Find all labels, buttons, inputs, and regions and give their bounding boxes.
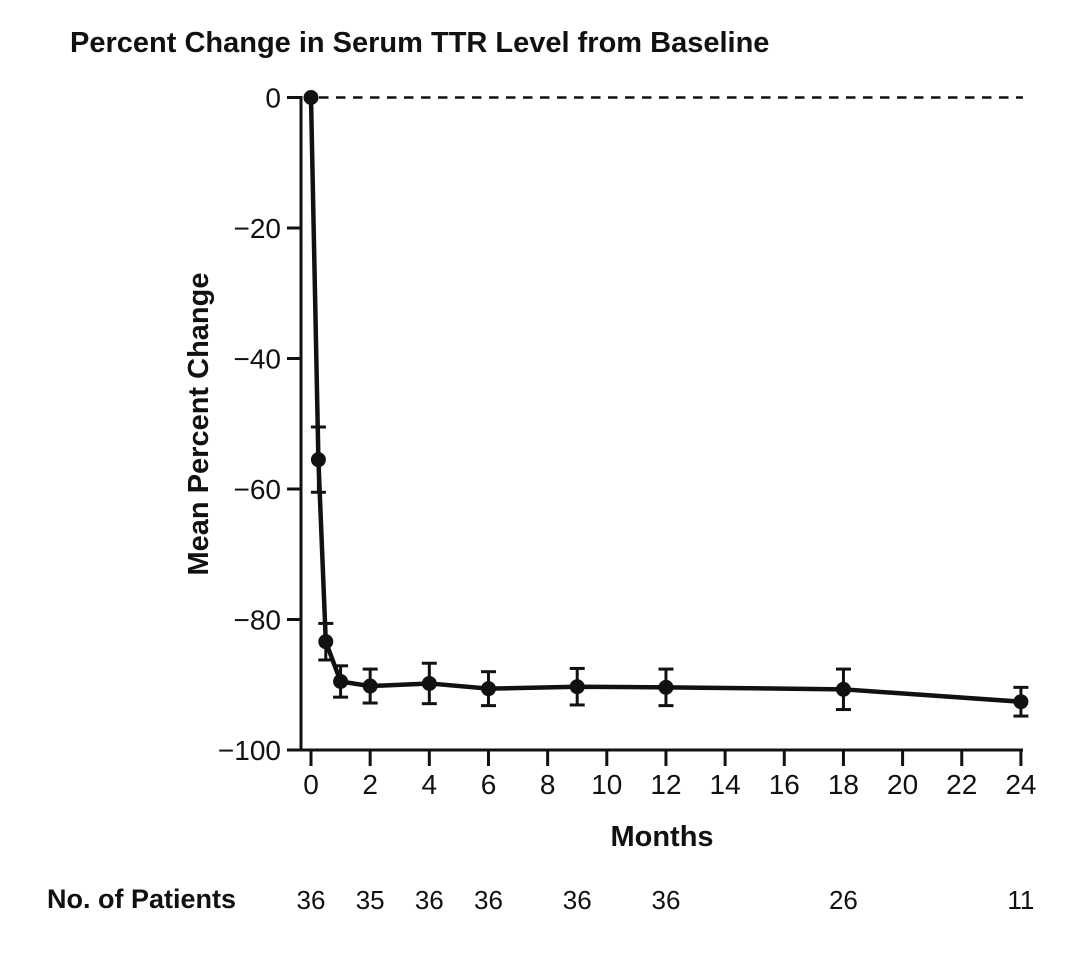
- y-axis-title: Mean Percent Change: [183, 273, 215, 576]
- data-point-markers: [303, 90, 1029, 710]
- patient-count: 26: [828, 885, 858, 915]
- figure-title: Percent Change in Serum TTR Level from B…: [70, 27, 770, 59]
- x-tick-label: 0: [303, 769, 319, 800]
- patient-count: 11: [1007, 885, 1035, 915]
- x-tick-label: 6: [481, 769, 497, 800]
- y-axis-ticks: 0 −20 −40 −60 −80 −100: [218, 83, 301, 766]
- y-tick-label: −100: [218, 735, 281, 766]
- x-tick-label: 4: [422, 769, 438, 800]
- y-tick-label: −20: [234, 213, 282, 244]
- y-tick-label: −80: [234, 605, 282, 636]
- patients-row: No. of Patients 36 35 36 36 36 36 26 11: [0, 884, 1080, 924]
- data-point-marker: [318, 634, 334, 650]
- patient-count: 36: [651, 885, 681, 915]
- series-polyline: [308, 97, 1022, 704]
- patient-count: 36: [296, 885, 326, 915]
- y-tick-label: −40: [234, 344, 282, 375]
- x-tick-label: 16: [769, 769, 800, 800]
- data-point-marker: [303, 90, 319, 105]
- x-tick-label: 2: [362, 769, 378, 800]
- y-tick-label: 0: [265, 83, 281, 114]
- x-tick-label: 22: [946, 769, 977, 800]
- patient-count: 36: [474, 885, 503, 915]
- patient-count: 35: [355, 885, 385, 915]
- patient-count: 36: [414, 885, 444, 915]
- series-line: [308, 97, 1022, 704]
- y-tick-label: −60: [234, 474, 282, 505]
- x-tick-label: 14: [710, 769, 741, 800]
- x-tick-label: 8: [540, 769, 556, 800]
- data-point-marker: [658, 679, 674, 695]
- line-chart: 0−20−40−60−80−100 0 2 4 6 8 10 12 14 16 18 20 22 24 …: [183, 83, 1036, 854]
- x-tick-label: 24: [1005, 769, 1036, 800]
- x-tick-label: 10: [591, 769, 622, 800]
- data-point-marker: [480, 681, 496, 697]
- data-point-marker: [310, 452, 326, 468]
- x-tick-label: 18: [828, 769, 859, 800]
- x-axis-title: Months: [610, 821, 713, 853]
- patients-row-label: No. of Patients: [47, 884, 237, 914]
- x-axis-ticks: 0 2 4 6 8 10 12 14 16 18 20 22 24: [303, 750, 1036, 800]
- x-tick-label: 12: [650, 769, 681, 800]
- data-point-marker: [421, 675, 437, 691]
- data-point-marker: [569, 679, 585, 695]
- data-point-marker: [333, 673, 349, 689]
- data-point-marker: [1013, 694, 1029, 710]
- x-tick-label: 20: [887, 769, 918, 800]
- patient-count: 36: [562, 885, 592, 915]
- data-point-marker: [835, 681, 851, 697]
- data-point-marker: [362, 678, 378, 694]
- error-bars: [310, 425, 1029, 718]
